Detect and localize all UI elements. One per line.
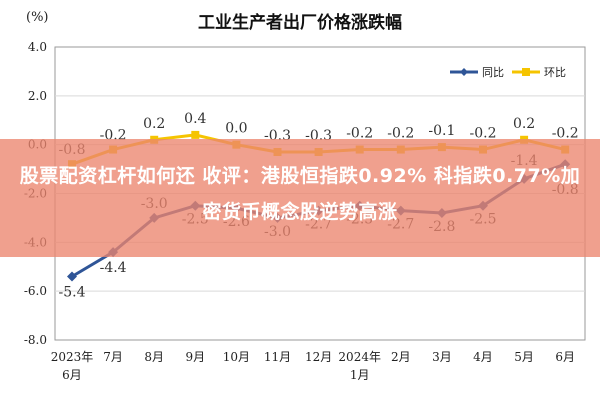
x-tick-label: 6月 [62, 368, 82, 382]
data-label: 0.4 [184, 111, 206, 127]
chart-title: 工业生产者出厂价格涨跌幅 [198, 13, 402, 33]
y-tick-label: -8.0 [24, 333, 47, 347]
y-axis-unit: (%) [26, 10, 49, 25]
x-tick-label: 4月 [473, 350, 493, 364]
data-label: -0.1 [428, 123, 455, 139]
x-tick-label: 5月 [514, 350, 534, 364]
series-point-mom [191, 130, 200, 139]
legend-label: 环比 [544, 66, 566, 79]
x-tick-label: 3月 [432, 350, 452, 364]
data-label: -0.2 [470, 126, 497, 142]
data-label: -0.2 [552, 126, 579, 142]
data-label: 0.2 [143, 116, 165, 132]
data-label: -5.4 [59, 285, 86, 301]
x-tick-label: 11月 [264, 350, 291, 364]
y-tick-label: -6.0 [24, 284, 47, 298]
x-tick-label: 2024年 [338, 350, 381, 364]
data-label: -4.4 [100, 260, 127, 276]
data-label: -0.2 [346, 126, 373, 142]
legend-marker [522, 68, 530, 76]
data-label: 0.2 [513, 116, 535, 132]
x-tick-label: 2023年 [51, 350, 94, 364]
legend-label: 同比 [482, 66, 504, 79]
headline-banner [0, 139, 600, 257]
x-tick-label: 2月 [391, 350, 411, 364]
headline-text: 股票配资杠杆如何还 收评：港股恒指跌0.92% 科指跌0.77%加密货币概念股逆… [19, 165, 581, 223]
x-tick-label: 9月 [185, 350, 205, 364]
y-tick-label: 2.0 [28, 89, 47, 103]
data-label: -0.2 [387, 126, 414, 142]
x-tick-label: 6月 [555, 350, 575, 364]
y-tick-label: 4.0 [28, 40, 47, 54]
x-tick-label: 12月 [305, 350, 332, 364]
x-tick-label: 1月 [350, 368, 370, 382]
data-label: 0.0 [225, 121, 247, 137]
x-tick-label: 10月 [223, 350, 250, 364]
x-tick-label: 7月 [103, 350, 123, 364]
legend-marker [460, 68, 468, 76]
x-tick-label: 8月 [144, 350, 164, 364]
series-point-yoy [67, 271, 77, 282]
